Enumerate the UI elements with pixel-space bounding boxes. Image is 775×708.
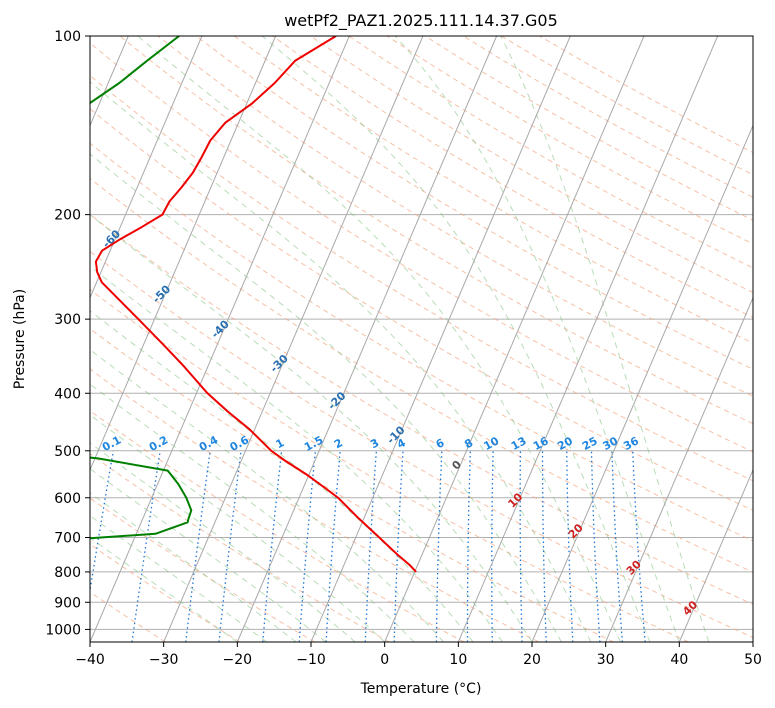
mixing-ratio-label: 13 — [509, 434, 529, 453]
isotherm — [90, 36, 277, 472]
dewpoint-profile-line — [90, 36, 193, 540]
mixing-ratio-line — [519, 450, 523, 642]
dry-adiabat — [90, 142, 753, 542]
y-tick-label: 900 — [54, 595, 81, 611]
mixing-ratio-line — [325, 450, 341, 642]
moist-adiabat — [90, 349, 444, 642]
x-tick-label: 30 — [597, 652, 615, 668]
mixing-ratio-label: 36 — [621, 434, 641, 453]
mixing-ratio-line — [364, 450, 378, 642]
mixing-ratio-line — [611, 450, 624, 642]
dry-adiabat — [90, 213, 753, 605]
moist-adiabat — [90, 537, 238, 642]
moist-adiabat — [90, 81, 592, 642]
x-tick-label: −20 — [223, 652, 253, 668]
mixing-ratio-line — [466, 450, 472, 642]
x-tick-label: −10 — [296, 652, 326, 668]
x-tick-label: −40 — [75, 652, 105, 668]
y-tick-label: 800 — [54, 565, 81, 581]
x-tick-label: 20 — [523, 652, 541, 668]
dry-adiabat — [195, 36, 753, 370]
y-tick-label: 200 — [54, 208, 81, 224]
mixing-ratio-line — [632, 450, 646, 642]
mixing-ratio-line — [262, 450, 283, 642]
dry-adiabat — [272, 36, 753, 319]
mixing-ratio-line — [298, 450, 317, 642]
y-axis-ticks: 100 200 300 400 500 600 700 800 900 1000 — [45, 29, 90, 638]
mixing-ratio-label: 25 — [580, 434, 600, 453]
isobar-grid — [90, 36, 753, 630]
y-tick-label: 100 — [54, 29, 81, 45]
x-axis-ticks: −40 −30 −20 −10 0 10 20 30 40 50 — [75, 642, 762, 668]
moist-adiabat — [137, 36, 621, 642]
mixing-ratio-label: 10 — [482, 434, 502, 453]
dry-adiabats — [90, 36, 753, 642]
dry-adiabat — [90, 453, 390, 642]
moist-adiabat — [261, 36, 651, 642]
dry-adiabat — [90, 177, 753, 573]
moist-adiabat — [90, 468, 327, 642]
dry-adiabat — [90, 368, 540, 642]
y-tick-label: 300 — [54, 312, 81, 328]
mixing-ratio-line — [491, 450, 494, 642]
temperature-profile-line — [94, 36, 417, 573]
moist-adiabat — [90, 383, 415, 642]
chart-title: wetPf2_PAZ1.2025.111.14.37.G05 — [284, 11, 558, 31]
isotherm — [457, 36, 719, 642]
y-tick-label: 500 — [54, 444, 81, 460]
mixing-ratio-label: 16 — [531, 434, 551, 453]
isotherm — [605, 296, 753, 642]
mixing-ratio-line — [541, 450, 547, 642]
y-tick-label: 600 — [54, 491, 81, 507]
isotherm — [310, 36, 571, 642]
moist-adiabat — [90, 492, 297, 642]
dry-adiabat — [90, 74, 753, 482]
isotherms — [90, 36, 753, 642]
y-tick-label: 700 — [54, 531, 81, 547]
isotherm — [163, 36, 424, 642]
dry-adiabat — [90, 328, 614, 642]
isotherm — [531, 124, 753, 642]
moist-adiabat — [90, 515, 268, 642]
moist-adiabat — [90, 442, 356, 642]
mixing-ratio-line — [566, 450, 574, 642]
x-tick-label: 40 — [670, 652, 688, 668]
mixing-ratio-line — [218, 450, 242, 642]
plot-frame — [89, 35, 754, 643]
y-axis-title: Pressure (hPa) — [12, 289, 28, 389]
x-tick-label: 50 — [744, 652, 762, 668]
y-tick-label: 1000 — [45, 622, 81, 638]
dry-adiabat — [90, 591, 166, 642]
mixing-ratio-line — [90, 450, 115, 595]
isotherm — [236, 36, 498, 642]
mixing-ratio-label: 30 — [601, 434, 621, 453]
dry-adiabat — [90, 288, 689, 642]
isotherm — [90, 36, 350, 642]
isotherm — [678, 468, 753, 642]
mixing-ratio-label: 20 — [555, 434, 575, 453]
moist-adiabat — [394, 36, 680, 642]
isotherm — [90, 36, 203, 299]
isotherm — [384, 36, 645, 642]
mixing-ratio-line — [185, 450, 211, 642]
dry-adiabat — [90, 410, 465, 642]
mixing-ratio-line — [435, 450, 443, 642]
moist-adiabats — [90, 36, 710, 642]
mixing-ratio-line — [590, 450, 601, 642]
x-tick-label: 0 — [380, 652, 389, 668]
x-axis-title: Temperature (°C) — [360, 681, 482, 697]
moist-adiabat — [90, 153, 562, 642]
dry-adiabat — [119, 36, 753, 425]
dry-adiabat — [90, 497, 315, 642]
x-tick-label: −30 — [149, 652, 179, 668]
dry-adiabat — [90, 250, 753, 639]
x-tick-label: 10 — [449, 652, 467, 668]
dry-adiabat — [310, 36, 753, 294]
dry-adiabat — [90, 108, 753, 511]
moist-adiabat — [500, 36, 710, 642]
profile-series — [90, 36, 417, 573]
y-tick-label: 400 — [54, 386, 81, 402]
